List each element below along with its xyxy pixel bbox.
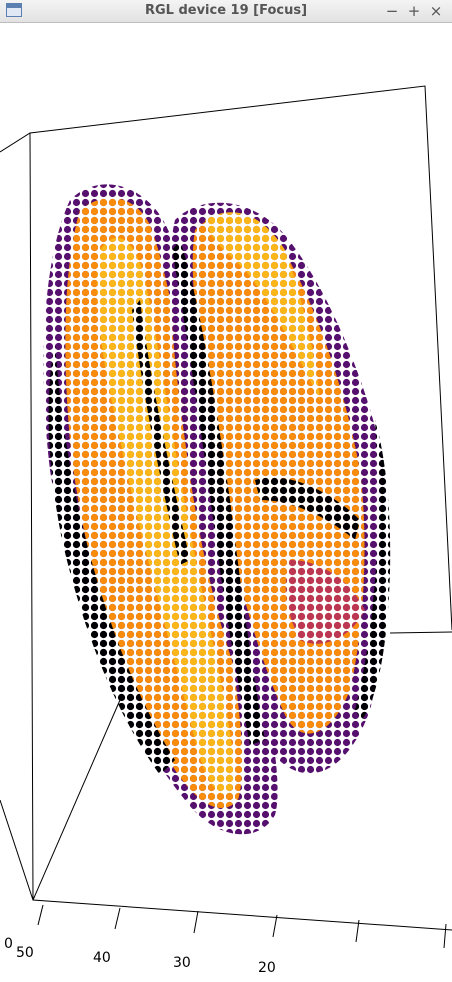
window-icon[interactable] bbox=[6, 3, 22, 17]
3d-scene[interactable] bbox=[0, 22, 452, 978]
axis-ticks bbox=[37, 904, 447, 949]
minimize-button[interactable]: − bbox=[385, 2, 399, 20]
close-button[interactable]: × bbox=[429, 2, 443, 20]
axis-tick-label: 0 bbox=[4, 936, 13, 952]
title-bar[interactable]: RGL device 19 [Focus] − + × bbox=[0, 0, 452, 23]
axis-tick-label: 20 bbox=[258, 960, 276, 976]
axis-tick-label: 50 bbox=[16, 945, 34, 961]
rgl-3d-canvas[interactable]: 0 50 40 30 20 bbox=[0, 22, 452, 978]
bounding-box bbox=[0, 85, 452, 931]
axis-tick-label: 40 bbox=[93, 950, 111, 966]
axis-tick-label: 30 bbox=[173, 955, 191, 971]
maximize-button[interactable]: + bbox=[407, 2, 421, 20]
point-cloud bbox=[43, 184, 391, 835]
window-title: RGL device 19 [Focus] bbox=[144, 3, 308, 18]
